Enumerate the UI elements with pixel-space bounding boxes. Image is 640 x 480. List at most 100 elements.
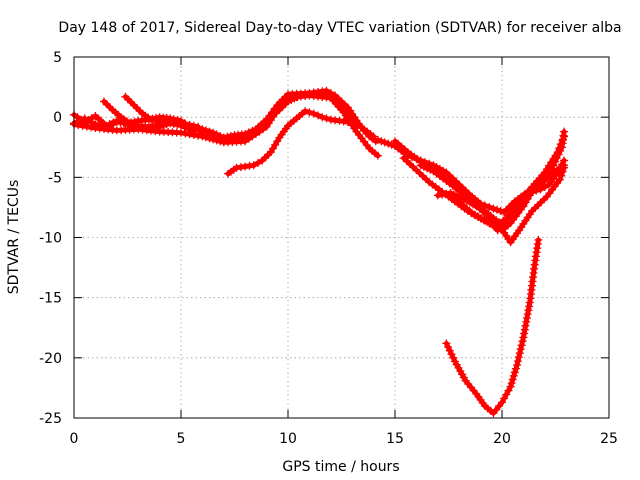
series-point-markers: [224, 165, 238, 178]
series-point-markers: [517, 186, 534, 208]
series-point-markers: [284, 116, 298, 130]
series-point-markers: [177, 119, 198, 130]
series-point-markers: [528, 171, 547, 191]
series-point-marker-end: [534, 235, 543, 244]
chart-title: Day 148 of 2017, Sidereal Day-to-day VTE…: [58, 20, 621, 36]
series-point-markers: [134, 121, 150, 131]
series-point-marker-end: [373, 151, 382, 160]
series-point-markers: [555, 167, 567, 184]
series-point-markers: [519, 302, 534, 342]
series-point-markers: [442, 176, 460, 193]
x-tick-label: 25: [600, 431, 618, 447]
series-point-markers: [80, 114, 96, 127]
series-point-markers: [498, 386, 513, 407]
series-point-markers: [112, 125, 138, 135]
series-point-markers: [472, 389, 487, 407]
series-point-markers: [446, 190, 463, 206]
x-tick-label: 0: [70, 431, 79, 447]
series-point-marker-end: [493, 226, 502, 235]
series-point-markers: [326, 115, 340, 125]
series-point-markers: [365, 144, 379, 158]
series-point-markers: [425, 178, 443, 194]
y-tick-label: -5: [48, 170, 62, 186]
series-point-markers: [159, 118, 181, 127]
series-line-1: [71, 93, 381, 159]
series-point-markers: [500, 228, 513, 244]
series-point-markers: [483, 210, 497, 224]
series-point-markers: [455, 180, 473, 198]
series-point-markers: [112, 118, 128, 127]
x-tick-label: 10: [279, 431, 297, 447]
series-point-markers: [129, 101, 144, 115]
series-point-markers: [433, 189, 451, 200]
x-tick-label: 20: [493, 431, 511, 447]
series-point-markers: [472, 202, 488, 216]
series-point-markers: [230, 130, 246, 140]
series-point-markers: [519, 191, 534, 211]
series-point-markers: [343, 118, 357, 128]
series-point-markers: [292, 109, 307, 123]
series-point-marker-end: [352, 120, 361, 129]
series-point-markers: [442, 168, 460, 186]
series-point-markers: [442, 339, 458, 362]
data-layer: [70, 86, 569, 418]
series-point-markers: [461, 376, 478, 395]
series-point-markers: [540, 151, 560, 177]
series-point-markers: [506, 364, 520, 391]
series-point-markers: [339, 101, 358, 123]
series-point-markers: [459, 195, 478, 209]
series-point-markers: [468, 192, 482, 206]
series-point-markers: [480, 216, 494, 228]
series-point-markers: [429, 167, 448, 183]
series-point-markers: [416, 161, 435, 174]
series-point-markers: [530, 240, 542, 273]
series-point-markers: [155, 127, 181, 137]
series-point-markers: [91, 112, 108, 128]
series-point-markers: [273, 93, 290, 110]
series-point-markers: [352, 127, 371, 150]
y-tick-label: 0: [53, 110, 62, 126]
series-point-markers: [125, 119, 138, 129]
series-point-markers: [241, 129, 259, 142]
series-point-markers: [262, 109, 281, 126]
series-point-markers: [528, 186, 541, 196]
series-point-markers: [498, 214, 512, 229]
series-point-marker-end: [560, 156, 569, 165]
x-tick-label: 5: [177, 431, 186, 447]
series-point-markers: [491, 217, 506, 234]
series-point-markers: [219, 134, 235, 144]
series-point-markers: [309, 109, 322, 120]
y-tick-label: -25: [39, 411, 62, 427]
series-point-markers: [134, 116, 150, 125]
series-point-markers: [476, 199, 494, 211]
series-point-marker-end: [194, 122, 203, 131]
series-point-markers: [489, 402, 504, 418]
series-point-markers: [528, 195, 548, 215]
series-point-markers: [536, 183, 549, 194]
series-point-markers: [309, 89, 331, 98]
plot-frame: [73, 56, 610, 419]
series-point-marker-end: [560, 132, 569, 141]
series-point-markers: [232, 163, 245, 172]
axes: 0 5 10 15 20 25 -25 -20 -15 -10 -5 0 5: [39, 50, 618, 447]
series-point-markers: [230, 134, 246, 144]
series-point-markers: [506, 229, 521, 247]
series-point-markers: [515, 210, 534, 235]
series-point-markers: [468, 209, 486, 223]
series-point-markers: [121, 92, 136, 107]
series-point-markers: [209, 131, 225, 142]
series-point-markers: [177, 128, 203, 140]
y-tick-label: -15: [39, 291, 62, 307]
series-point-markers: [117, 113, 131, 126]
series-point-markers: [506, 202, 523, 220]
series-point-markers: [100, 97, 114, 112]
series-point-markers: [91, 120, 107, 131]
series-point-markers: [258, 150, 272, 165]
series-point-markers: [365, 132, 377, 143]
series-point-markers: [500, 200, 517, 217]
series-point-markers: [480, 402, 495, 415]
series-point-markers: [284, 93, 302, 106]
series-point-markers: [275, 124, 290, 142]
